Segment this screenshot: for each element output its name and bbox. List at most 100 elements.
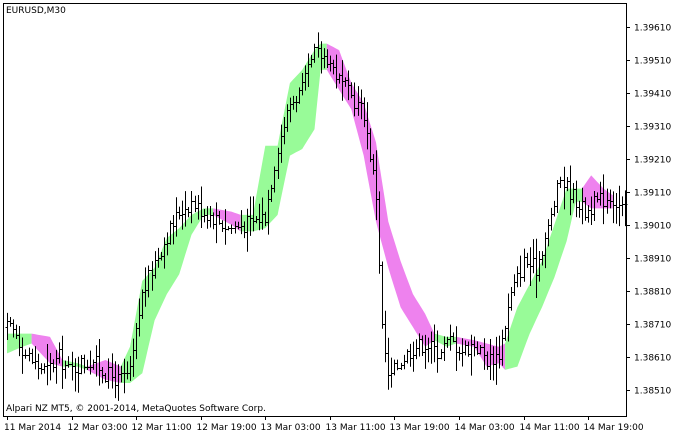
y-tick-label: 1.38910 <box>634 255 671 265</box>
ohlc-bar <box>586 205 591 223</box>
ohlc-bar <box>312 43 317 63</box>
ohlc-bar <box>620 196 625 217</box>
y-tick: 1.39010 <box>626 222 671 232</box>
ohlc-bar <box>33 346 38 370</box>
ohlc-bar <box>512 274 517 297</box>
ohlc-bar <box>432 324 437 363</box>
y-tick: 1.38810 <box>626 288 671 298</box>
ohlc-bar <box>454 326 459 371</box>
ohlc-bar <box>177 206 182 220</box>
price-bars <box>5 32 628 401</box>
y-tick: 1.39510 <box>626 57 671 67</box>
x-tick: 14 Mar 03:00 <box>455 416 515 433</box>
y-tick: 1.38610 <box>626 354 671 364</box>
ohlc-bar <box>558 176 563 189</box>
ohlc-bar <box>478 344 483 355</box>
ohlc-bar <box>39 363 44 375</box>
y-tick-label: 1.39110 <box>634 189 671 199</box>
ohlc-bar <box>66 356 71 368</box>
x-tick-label: 14 Mar 03:00 <box>455 423 515 433</box>
cloud-layer <box>7 43 613 383</box>
ohlc-bar <box>199 186 204 228</box>
y-tick-label: 1.39610 <box>634 24 671 34</box>
ohlc-bar <box>552 200 557 217</box>
ohlc-bar <box>555 180 560 213</box>
ohlc-bar <box>408 343 413 367</box>
cloud-segment-bear <box>213 208 241 232</box>
ohlc-bar <box>549 207 554 231</box>
y-tick: 1.38510 <box>626 387 671 397</box>
ohlc-bar <box>8 316 13 327</box>
y-tick: 1.39610 <box>626 24 671 34</box>
x-tick: 12 Mar 03:00 <box>68 416 128 433</box>
ohlc-bar <box>214 202 219 244</box>
ohlc-bar <box>386 337 391 390</box>
ohlc-bar <box>76 356 81 393</box>
chart-title: EURUSD,M30 <box>6 6 66 16</box>
ohlc-bar <box>411 341 416 372</box>
ohlc-bar <box>30 348 35 365</box>
ohlc-bar <box>389 357 394 388</box>
ohlc-bar <box>509 287 514 311</box>
y-tick: 1.39410 <box>626 90 671 100</box>
y-tick: 1.39210 <box>626 156 671 166</box>
x-tick: 11 Mar 2014 <box>4 416 61 433</box>
ohlc-bar <box>36 353 41 380</box>
y-tick-label: 1.39410 <box>634 90 671 100</box>
y-axis: 1.39610 1.39510 1.39410 1.39310 1.39210 1.391… <box>626 24 671 397</box>
ohlc-bar <box>414 339 419 360</box>
x-tick-label: 12 Mar 19:00 <box>197 423 257 433</box>
cloud-segment-bear <box>31 333 63 367</box>
x-tick: 13 Mar 11:00 <box>326 416 386 433</box>
x-tick-label: 14 Mar 11:00 <box>520 423 580 433</box>
y-tick-label: 1.39210 <box>634 156 671 166</box>
ohlc-bar <box>380 261 385 329</box>
ohlc-bar <box>402 354 407 370</box>
y-tick-label: 1.39510 <box>634 57 671 67</box>
cloud-segment-bull <box>505 188 582 370</box>
y-tick: 1.39310 <box>626 123 671 133</box>
ohlc-bar <box>515 266 520 288</box>
x-tick-label: 14 Mar 19:00 <box>584 423 644 433</box>
y-tick-label: 1.38810 <box>634 288 671 298</box>
ohlc-bar <box>23 349 28 359</box>
ohlc-bar <box>193 195 198 213</box>
y-tick: 1.38910 <box>626 255 671 265</box>
ohlc-bar <box>352 82 357 117</box>
x-tick: 12 Mar 19:00 <box>197 416 257 433</box>
x-tick: 12 Mar 11:00 <box>132 416 192 433</box>
x-tick: 14 Mar 11:00 <box>520 416 580 433</box>
ohlc-bar <box>42 363 47 374</box>
ohlc-bar <box>395 359 400 371</box>
y-tick-label: 1.38510 <box>634 387 671 397</box>
ohlc-bar <box>82 354 87 374</box>
x-tick-label: 13 Mar 11:00 <box>326 423 386 433</box>
cloud-segment-bear <box>582 175 613 209</box>
x-tick-label: 13 Mar 03:00 <box>261 423 321 433</box>
x-tick-label: 11 Mar 2014 <box>4 423 61 433</box>
y-tick: 1.38710 <box>626 321 671 331</box>
cloud-segment-bear <box>326 43 435 347</box>
ohlc-bar <box>383 310 388 363</box>
ohlc-bar <box>522 248 527 282</box>
y-tick-label: 1.39310 <box>634 123 671 133</box>
ohlc-bar <box>220 220 225 233</box>
ohlc-bar <box>439 349 444 360</box>
ohlc-bar <box>518 255 523 287</box>
x-tick-label: 13 Mar 19:00 <box>390 423 450 433</box>
ohlc-bar <box>614 193 619 224</box>
chart-footer: Alpari NZ MT5, © 2001-2014, MetaQuotes S… <box>6 404 266 414</box>
x-tick-label: 12 Mar 11:00 <box>132 423 192 433</box>
plot-frame <box>3 3 627 417</box>
ohlc-bar <box>392 359 397 376</box>
x-tick: 13 Mar 03:00 <box>261 416 321 433</box>
ohlc-bar <box>229 224 234 235</box>
ohlc-bar <box>189 190 194 224</box>
x-tick: 13 Mar 19:00 <box>390 416 450 433</box>
ohlc-bar <box>601 174 606 225</box>
ohlc-bar <box>27 347 32 362</box>
x-tick: 14 Mar 19:00 <box>584 416 644 433</box>
y-tick-label: 1.38610 <box>634 354 671 364</box>
